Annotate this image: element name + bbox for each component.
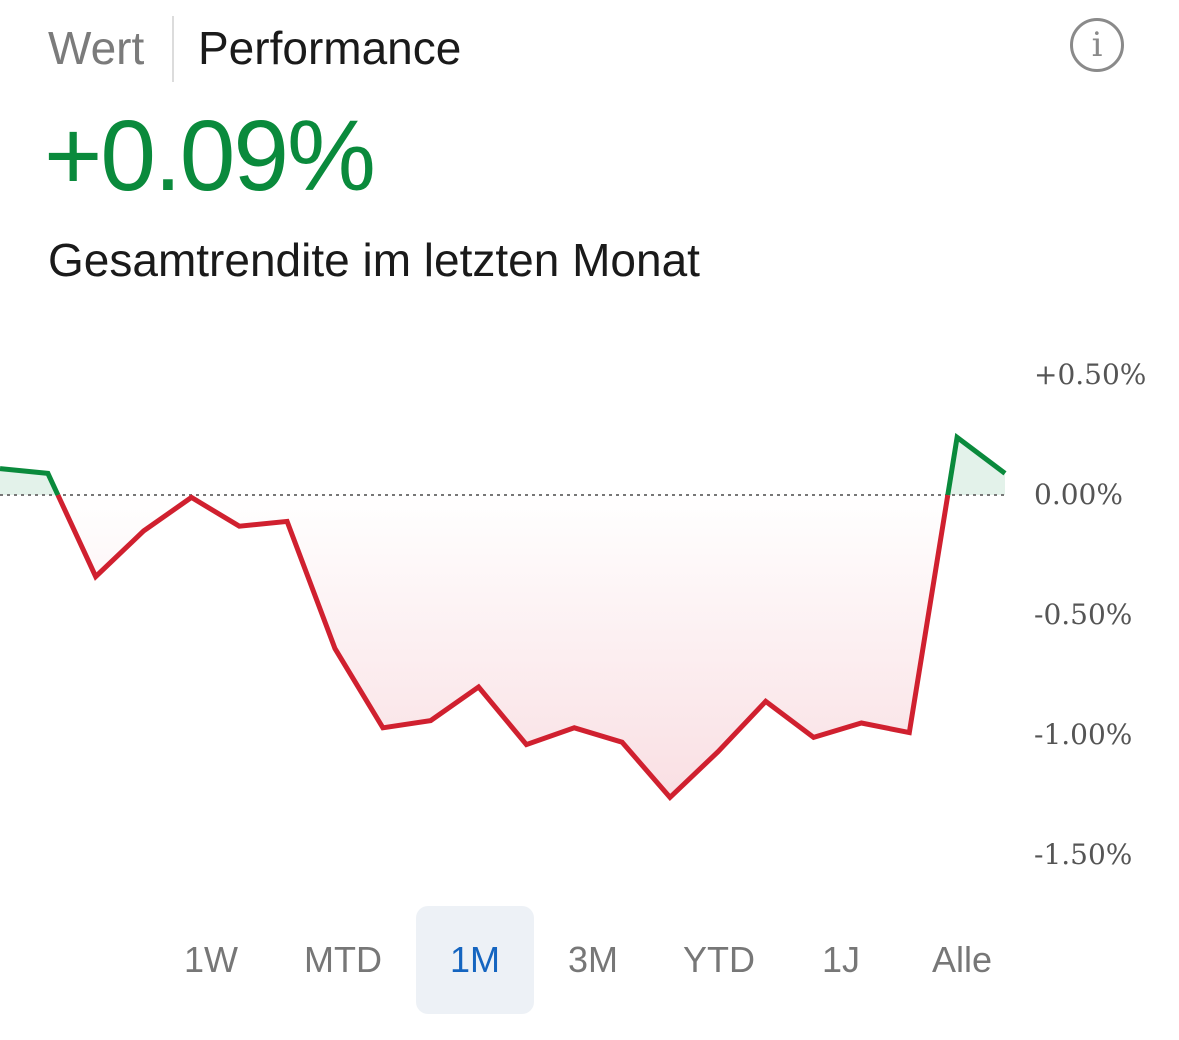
data-point-18 bbox=[858, 720, 864, 726]
data-point-10 bbox=[476, 684, 482, 690]
data-point-1 bbox=[45, 470, 51, 476]
info-glyph: i bbox=[1091, 25, 1103, 65]
performance-chart: +0.50% 0.00% -0.50% -1.00% -1.50% bbox=[0, 358, 1146, 871]
y-tick-label: 0.00% bbox=[1034, 478, 1123, 511]
y-tick-label: -1.00% bbox=[1034, 718, 1132, 751]
performance-caption: Gesamtrendite im letzten Monat bbox=[48, 234, 700, 286]
range-button-ytd[interactable]: YTD bbox=[683, 939, 755, 980]
data-point-12 bbox=[571, 725, 577, 731]
data-point-21 bbox=[1002, 470, 1008, 476]
data-point-7 bbox=[332, 646, 338, 652]
data-point-17 bbox=[811, 734, 817, 740]
range-button-1w[interactable]: 1W bbox=[184, 939, 238, 980]
tab-divider bbox=[172, 16, 174, 82]
data-point-11 bbox=[523, 742, 529, 748]
range-button-1j[interactable]: 1J bbox=[821, 939, 861, 980]
data-point-14 bbox=[667, 794, 673, 800]
tab-performance[interactable]: Performance bbox=[198, 22, 462, 74]
range-button-alle[interactable]: Alle bbox=[931, 939, 993, 980]
range-selector: 1W MTD 1M 3M YTD 1J Alle bbox=[0, 906, 1179, 1016]
data-point-4 bbox=[188, 494, 194, 500]
y-axis-ticks: +0.50% 0.00% -0.50% -1.00% -1.50% bbox=[1034, 358, 1146, 871]
chart-fills bbox=[0, 437, 1005, 798]
range-button-3m[interactable]: 3M bbox=[567, 939, 618, 980]
negative-area-1 bbox=[57, 495, 948, 798]
data-point-16 bbox=[763, 698, 769, 704]
positive-line-segment-0 bbox=[0, 466, 61, 497]
y-tick-label: -0.50% bbox=[1034, 598, 1132, 631]
negative-line-segment-1 bbox=[55, 493, 951, 802]
performance-value: +0.09% bbox=[44, 100, 376, 212]
header: Wert Performance i bbox=[0, 0, 1179, 100]
range-button-mtd[interactable]: MTD bbox=[304, 939, 382, 980]
y-tick-label: +0.50% bbox=[1034, 358, 1146, 391]
data-point-6 bbox=[284, 518, 290, 524]
info-circle-icon[interactable]: i bbox=[1070, 18, 1124, 72]
chart-lines bbox=[0, 432, 1007, 802]
y-tick-label: -1.50% bbox=[1034, 838, 1132, 871]
data-point-5 bbox=[236, 523, 242, 529]
data-point-15 bbox=[715, 749, 721, 755]
positive-line-segment-2 bbox=[945, 432, 1007, 496]
data-point-19 bbox=[906, 730, 912, 736]
range-button-1m[interactable]: 1M bbox=[416, 906, 534, 1014]
data-point-20 bbox=[954, 434, 960, 440]
data-point-8 bbox=[380, 725, 386, 731]
tab-wert[interactable]: Wert bbox=[48, 22, 145, 74]
data-point-9 bbox=[428, 718, 434, 724]
data-point-2 bbox=[93, 574, 99, 580]
positive-area-2 bbox=[947, 437, 1005, 495]
data-point-3 bbox=[141, 528, 147, 534]
data-point-13 bbox=[619, 739, 625, 745]
